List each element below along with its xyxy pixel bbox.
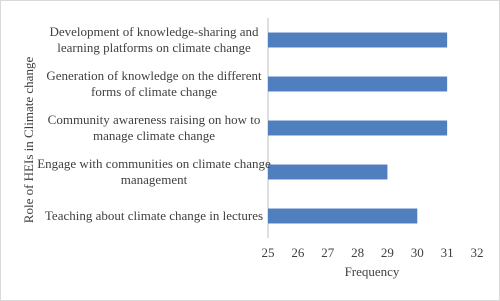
bar bbox=[268, 208, 418, 224]
y-tick-label: Teaching about climate change in lecture… bbox=[44, 208, 264, 223]
x-tick-label: 25 bbox=[262, 245, 275, 260]
x-tick-label: 27 bbox=[321, 245, 335, 260]
bar bbox=[268, 120, 448, 136]
x-axis-title: Frequency bbox=[345, 264, 400, 279]
y-tick-label: Development of knowledge-sharing and lea… bbox=[49, 24, 259, 55]
y-tick-label: Generation of knowledge on the different… bbox=[46, 68, 262, 99]
x-tick-label: 26 bbox=[291, 245, 305, 260]
x-tick-label: 28 bbox=[351, 245, 364, 260]
x-tick-label: 30 bbox=[411, 245, 424, 260]
y-tick-label: Community awareness raising on how to ma… bbox=[47, 112, 261, 143]
bar bbox=[268, 76, 448, 92]
x-tick-label: 31 bbox=[441, 245, 454, 260]
bar bbox=[268, 164, 388, 180]
y-tick-label: Engage with communities on climate chang… bbox=[37, 156, 271, 187]
x-tick-label: 29 bbox=[381, 245, 394, 260]
bar bbox=[268, 32, 448, 48]
y-axis-title: Role of HEIs in Climate change bbox=[21, 57, 36, 224]
x-tick-label: 32 bbox=[471, 245, 484, 260]
